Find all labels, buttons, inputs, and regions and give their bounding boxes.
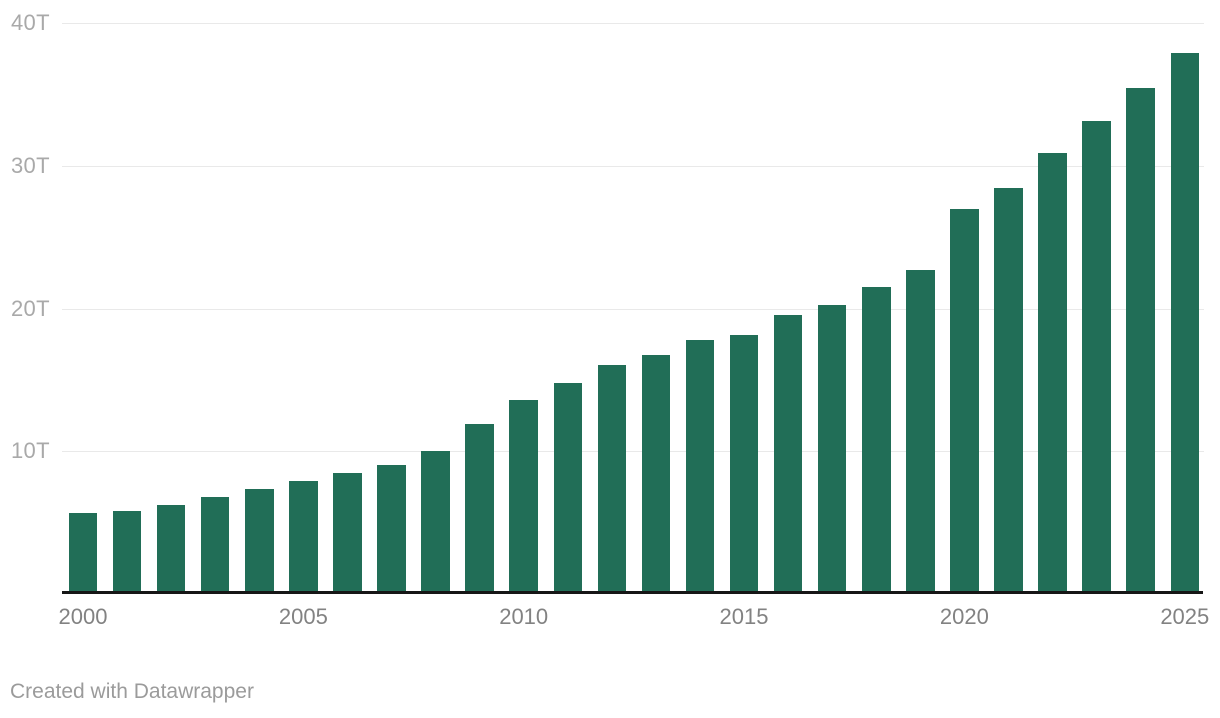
x-tick-label-2010: 2010 [499, 604, 549, 629]
bar-2022[interactable] [1038, 152, 1067, 594]
bar-2003[interactable] [200, 497, 230, 594]
gridline-20T [62, 309, 1204, 310]
bar-2000[interactable] [68, 513, 98, 594]
bar-2011[interactable] [553, 382, 583, 594]
bar-2010[interactable] [509, 400, 538, 594]
bar-2007[interactable] [377, 465, 406, 594]
bar-2025[interactable] [1170, 53, 1200, 594]
gridline-30T [62, 166, 1204, 167]
x-tick-label-2005: 2005 [278, 604, 328, 629]
x-tick-label-2020: 2020 [939, 604, 989, 629]
bar-2020[interactable] [950, 209, 979, 594]
chart-plot-area: 10T 20T 30T 40T 2000 2005 2010 2015 2020 2025 [11, 10, 1210, 629]
bar-2016[interactable] [773, 314, 803, 594]
y-tick-label-20T: 20T [11, 296, 50, 321]
bar-2004[interactable] [245, 488, 274, 594]
x-tick-label-2025: 2025 [1160, 604, 1210, 629]
bar-2008[interactable] [421, 451, 450, 594]
y-tick-label-10T: 10T [11, 438, 50, 463]
gridline-10T [62, 451, 1204, 452]
y-tick-label-30T: 30T [11, 153, 50, 178]
gridline-40T [62, 23, 1204, 24]
bar-2001[interactable] [112, 511, 142, 594]
bar-2014[interactable] [685, 339, 715, 594]
bar-2015[interactable] [729, 334, 759, 594]
bar-2023[interactable] [1082, 120, 1111, 594]
bar-2012[interactable] [597, 364, 627, 594]
bar-2019[interactable] [906, 269, 935, 594]
datawrapper-credit-link[interactable]: Created with Datawrapper [10, 680, 254, 703]
bar-2021[interactable] [994, 188, 1023, 594]
bar-2018[interactable] [862, 286, 891, 594]
bar-2017[interactable] [817, 305, 847, 594]
bar-2005[interactable] [289, 480, 318, 594]
bar-2009[interactable] [465, 424, 494, 594]
bar-2006[interactable] [333, 472, 362, 594]
x-tick-label-2000: 2000 [58, 604, 108, 629]
bar-2002[interactable] [156, 505, 186, 594]
x-axis-line [62, 591, 1203, 594]
y-tick-label-40T: 40T [11, 10, 50, 35]
bar-2024[interactable] [1126, 87, 1155, 594]
bar-2013[interactable] [641, 355, 671, 594]
x-tick-label-2015: 2015 [719, 604, 769, 629]
